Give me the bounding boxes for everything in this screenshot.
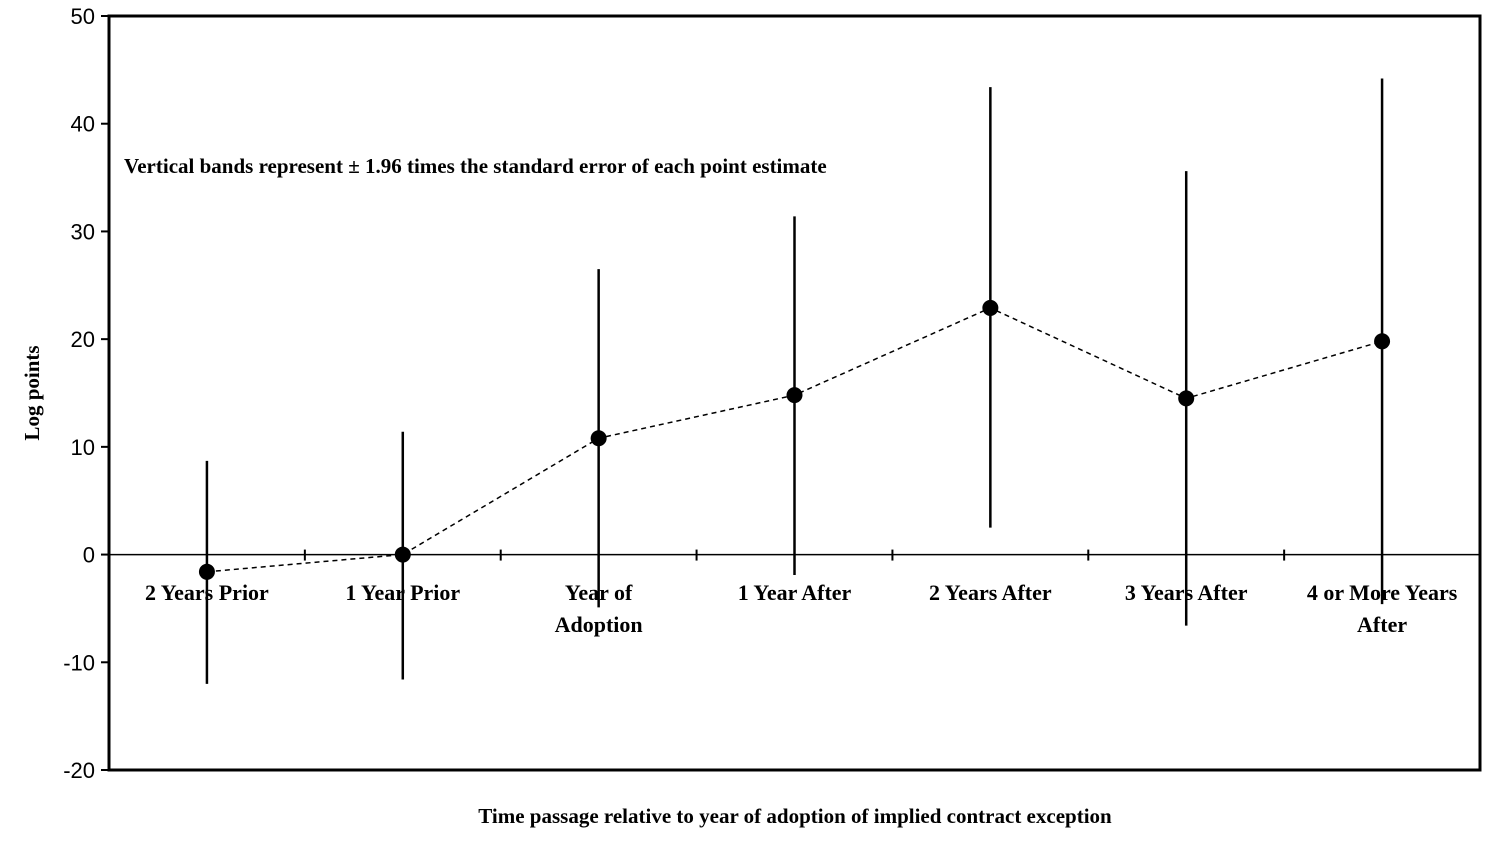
category-label: 1 Year After	[738, 580, 852, 605]
y-axis-title: Log points	[20, 345, 44, 440]
y-tick-label: 30	[71, 219, 95, 244]
data-point	[1178, 390, 1195, 407]
category-label: 4 or More Years	[1307, 580, 1458, 605]
data-point	[982, 299, 999, 316]
y-tick-label: 50	[71, 4, 95, 29]
data-point	[590, 430, 607, 447]
x-axis-title: Time passage relative to year of adoptio…	[478, 804, 1112, 828]
category-label: Year of	[565, 580, 633, 605]
y-tick-label: 40	[71, 112, 95, 137]
data-point	[1374, 333, 1391, 350]
y-tick-label: 10	[71, 435, 95, 460]
chart-note: Vertical bands represent ± 1.96 times th…	[124, 154, 827, 178]
data-point	[198, 563, 215, 580]
category-label: 2 Years After	[929, 580, 1052, 605]
data-points	[198, 299, 1391, 580]
y-tick-label: 20	[71, 327, 95, 352]
y-tick-label: -10	[63, 650, 95, 675]
category-label: 3 Years After	[1125, 580, 1248, 605]
category-label: After	[1357, 612, 1407, 637]
plot-area-frame	[107, 14, 1482, 772]
data-point	[786, 387, 803, 404]
data-point	[394, 546, 411, 563]
y-tick-label: -20	[63, 758, 95, 783]
category-label: 2 Years Prior	[145, 580, 269, 605]
category-label: Adoption	[555, 612, 643, 637]
y-axis-ticks: -20 -10 0 10 20 30 40 50	[63, 4, 109, 783]
category-label: 1 Year Prior	[345, 580, 460, 605]
y-tick-label: 0	[83, 543, 95, 568]
category-labels: 2 Years Prior 1 Year Prior Year of Adoption…	[145, 580, 1458, 637]
